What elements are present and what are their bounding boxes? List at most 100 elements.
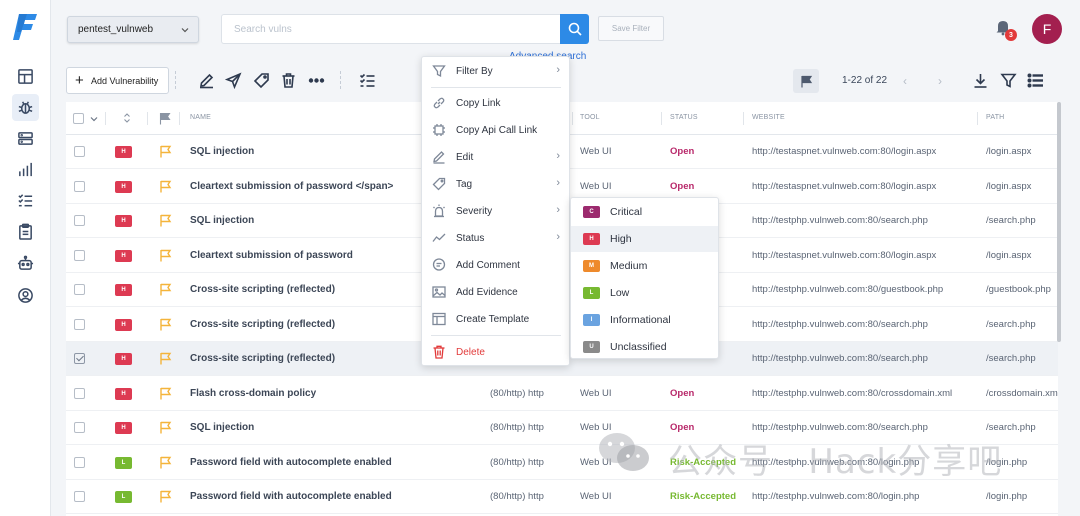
flag-icon[interactable] (159, 249, 172, 262)
vuln-name[interactable]: Cross-site scripting (reflected) (190, 284, 336, 295)
table-row[interactable]: L Password field with autocomplete enable… (66, 446, 1058, 480)
vuln-name[interactable]: Cross-site scripting (reflected) (190, 318, 336, 330)
menu-item-create-template[interactable]: Create Template (422, 307, 569, 331)
column-tool[interactable]: TOOL (580, 114, 600, 121)
severity-badge: H (115, 318, 132, 331)
project-selector[interactable]: pentest_vulnweb (67, 16, 199, 43)
path-cell: /search.php (986, 353, 1036, 364)
vuln-name[interactable]: Cleartext submission of password </span> (190, 180, 394, 192)
checklist-icon[interactable] (359, 72, 376, 89)
flag-icon[interactable] (159, 387, 172, 400)
rail-tasks-checklist-icon[interactable] (12, 187, 39, 214)
menu-item-severity[interactable]: Severity › (422, 199, 569, 223)
menu-item-filter-by[interactable]: Filter By › (422, 59, 569, 83)
flag-icon[interactable] (159, 145, 172, 158)
download-icon[interactable] (972, 72, 989, 89)
send-paper-plane-icon[interactable] (224, 72, 242, 90)
tag-icon[interactable] (253, 72, 270, 89)
flag-icon[interactable] (159, 456, 172, 469)
trash-icon[interactable] (280, 72, 297, 89)
rail-automation-robot-icon[interactable] (12, 250, 39, 277)
severity-option-critical[interactable]: C Critical (571, 199, 718, 225)
severity-option-informational[interactable]: I Informational (571, 307, 718, 333)
search-input[interactable]: Search vulns (221, 14, 560, 44)
sort-icon[interactable] (123, 113, 131, 123)
row-checkbox[interactable] (74, 318, 85, 330)
row-checkbox[interactable] (74, 387, 85, 399)
vuln-name[interactable]: Password field with autocomplete enabled (190, 456, 392, 468)
menu-item-copy-link[interactable]: Copy Link (422, 91, 569, 115)
menu-item-delete[interactable]: Delete (422, 340, 569, 364)
table-row[interactable]: H SQL injection (80/http) http Web UI Open ht… (66, 411, 1058, 445)
row-checkbox[interactable] (74, 491, 85, 502)
vuln-name[interactable]: Password field with autocomplete enabled (190, 491, 392, 502)
vuln-name[interactable]: SQL injection (190, 422, 255, 433)
rail-analytics-chart-icon[interactable] (12, 156, 39, 183)
table-row[interactable]: L Password field with autocomplete enable… (66, 480, 1058, 514)
table-scrollbar[interactable] (1057, 102, 1061, 342)
flag-icon[interactable] (159, 214, 172, 227)
column-website[interactable]: WEBSITE (752, 114, 785, 121)
row-checkbox[interactable] (74, 180, 85, 192)
severity-option-low[interactable]: L Low (571, 280, 718, 306)
severity-badge: U (583, 341, 600, 353)
chevron-down-icon[interactable] (90, 115, 98, 123)
row-checkbox[interactable] (74, 146, 85, 157)
row-checkbox[interactable] (74, 456, 85, 468)
pagination-label: 1-22 of 22 (842, 75, 888, 86)
project-name: pentest_vulnweb (78, 24, 154, 35)
flag-icon[interactable] (159, 180, 172, 193)
severity-option-unclassified[interactable]: U Unclassified (571, 334, 718, 360)
list-view-icon[interactable] (1027, 72, 1044, 89)
flag-icon[interactable] (159, 318, 172, 331)
flag-icon[interactable] (159, 421, 172, 434)
vuln-name[interactable]: SQL injection (190, 146, 255, 157)
severity-option-medium[interactable]: M Medium (571, 253, 718, 279)
add-vulnerability-button[interactable]: + Add Vulnerability (66, 67, 169, 94)
rail-users-account-icon[interactable] (12, 282, 39, 309)
row-checkbox[interactable] (74, 249, 85, 261)
menu-item-add-evidence[interactable]: Add Evidence (422, 280, 569, 304)
menu-item-copy-api-call-link[interactable]: Copy Api Call Link (422, 118, 569, 142)
rail-dashboard-icon[interactable] (12, 63, 39, 90)
vuln-name[interactable]: Cleartext submission of password (190, 249, 353, 261)
rail-hosts-server-icon[interactable] (12, 125, 39, 152)
vuln-name[interactable]: Cross-site scripting (reflected) (190, 353, 336, 364)
flag-icon[interactable] (159, 352, 172, 365)
filter-funnel-icon[interactable] (1000, 72, 1017, 89)
menu-item-status[interactable]: Status › (422, 226, 569, 250)
row-checkbox[interactable] (74, 284, 85, 295)
column-status[interactable]: STATUS (670, 114, 698, 121)
vuln-name[interactable]: Flash cross-domain policy (190, 387, 317, 399)
menu-item-edit[interactable]: Edit › (422, 145, 569, 169)
next-page-icon[interactable]: › (938, 74, 942, 88)
faraday-logo-icon[interactable] (13, 12, 37, 42)
flag-icon[interactable] (159, 283, 172, 296)
save-filter-button[interactable]: Save Filter (598, 16, 664, 41)
menu-item-add-comment[interactable]: Add Comment (422, 253, 569, 277)
select-all-checkbox[interactable] (73, 113, 84, 124)
user-avatar[interactable]: F (1032, 14, 1062, 44)
row-checkbox[interactable] (74, 215, 85, 226)
edit-pencil-icon[interactable] (198, 72, 215, 89)
path-cell: /crossdomain.xml (986, 387, 1058, 399)
rail-reports-clipboard-icon[interactable] (12, 218, 39, 245)
flag-filter-button[interactable] (793, 69, 819, 93)
menu-item-tag[interactable]: Tag › (422, 172, 569, 196)
row-checkbox[interactable] (74, 353, 85, 364)
top-bar: pentest_vulnweb Search vulns Save Filter… (51, 0, 1080, 62)
search-button[interactable] (560, 14, 589, 44)
vuln-name[interactable]: SQL injection (190, 215, 255, 226)
row-checkbox[interactable] (74, 422, 85, 433)
link-icon (432, 96, 446, 110)
more-options-icon[interactable] (308, 72, 325, 89)
table-row[interactable]: H Flash cross-domain policy (80/http) http… (66, 377, 1058, 411)
path-cell: /login.aspx (986, 249, 1032, 261)
column-path[interactable]: PATH (986, 114, 1005, 121)
rail-vulnerabilities-bug-icon[interactable] (12, 94, 39, 121)
severity-option-high[interactable]: H High (571, 226, 718, 252)
tool-cell: Web UI (580, 491, 612, 502)
column-name[interactable]: NAME (190, 114, 212, 121)
previous-page-icon[interactable]: ‹ (903, 74, 907, 88)
flag-icon[interactable] (159, 490, 172, 503)
